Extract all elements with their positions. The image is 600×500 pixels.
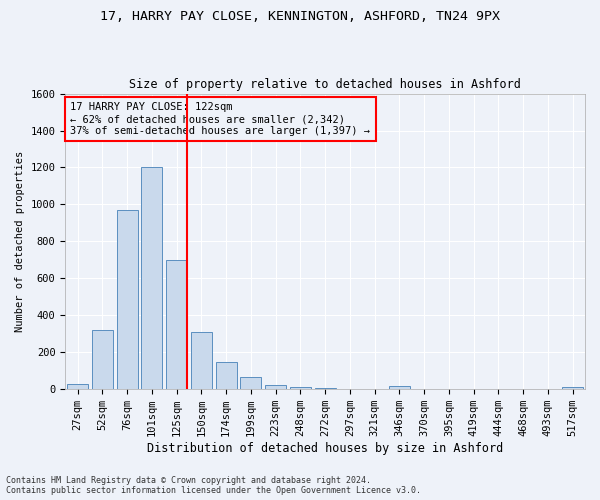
Text: Contains HM Land Registry data © Crown copyright and database right 2024.
Contai: Contains HM Land Registry data © Crown c… [6, 476, 421, 495]
Bar [116, 210, 137, 389]
Bar [215, 362, 236, 389]
Bar [67, 384, 88, 389]
X-axis label: Distribution of detached houses by size in Ashford: Distribution of detached houses by size … [147, 442, 503, 455]
Bar [166, 260, 187, 389]
Bar [562, 388, 583, 389]
Bar [142, 168, 163, 389]
Title: Size of property relative to detached houses in Ashford: Size of property relative to detached ho… [129, 78, 521, 91]
Bar [290, 387, 311, 389]
Bar [92, 330, 113, 389]
Bar [265, 384, 286, 389]
Text: 17 HARRY PAY CLOSE: 122sqm
← 62% of detached houses are smaller (2,342)
37% of s: 17 HARRY PAY CLOSE: 122sqm ← 62% of deta… [70, 102, 370, 136]
Y-axis label: Number of detached properties: Number of detached properties [15, 151, 25, 332]
Bar [389, 386, 410, 389]
Bar [191, 332, 212, 389]
Text: 17, HARRY PAY CLOSE, KENNINGTON, ASHFORD, TN24 9PX: 17, HARRY PAY CLOSE, KENNINGTON, ASHFORD… [100, 10, 500, 23]
Bar [314, 388, 335, 389]
Bar [241, 377, 262, 389]
